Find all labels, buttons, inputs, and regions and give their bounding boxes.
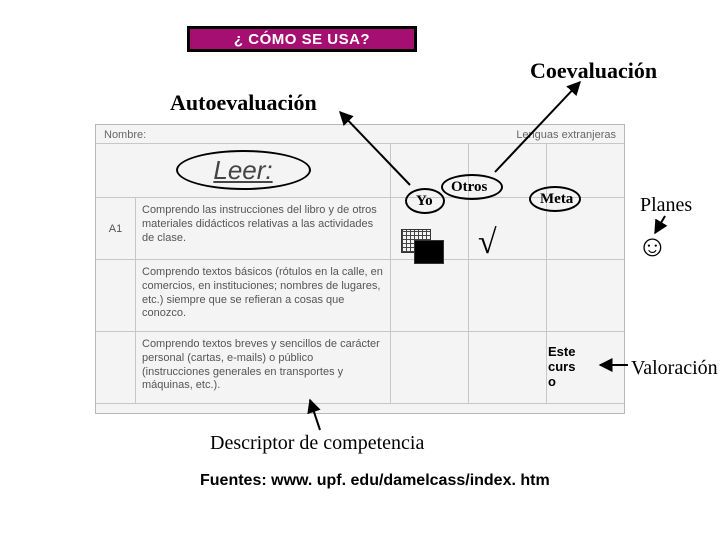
grid-icon	[401, 229, 443, 262]
fuentes-text: Fuentes: www. upf. edu/damelcass/index. …	[200, 472, 550, 490]
este-curso-text: Este curs o	[548, 345, 575, 390]
sheet-nombre: Nombre:	[104, 129, 516, 141]
table-row: Comprendo textos breves y sencillos de c…	[96, 332, 624, 404]
leer-oval	[176, 150, 311, 190]
smiley-icon: ☺	[637, 232, 668, 262]
title-box: ¿ CÓMO SE USA?	[187, 26, 417, 52]
evaluation-sheet: Nombre: Lenguas extranjeras Leer: A1 Com…	[95, 124, 625, 414]
row-text-2: Comprendo textos breves y sencillos de c…	[136, 332, 391, 403]
sheet-lenguas: Lenguas extranjeras	[516, 129, 616, 141]
label-autoevaluacion: Autoevaluación	[170, 90, 317, 116]
table-row: Comprendo textos básicos (rótulos en la …	[96, 260, 624, 332]
label-descriptor: Descriptor de competencia	[210, 432, 424, 455]
checkmark-icon: √	[478, 224, 497, 262]
oval-meta	[529, 186, 581, 212]
row-text-0: Comprendo las instrucciones del libro y …	[136, 198, 391, 259]
label-valoracion: Valoración	[631, 357, 718, 380]
sheet-header: Nombre: Lenguas extranjeras	[96, 125, 624, 144]
label-coevaluacion: Coevaluación	[530, 58, 657, 84]
label-planes: Planes	[640, 194, 692, 217]
oval-otros	[441, 174, 503, 200]
row-text-1: Comprendo textos básicos (rótulos en la …	[136, 260, 391, 331]
level-a1: A1	[96, 198, 136, 259]
oval-yo	[405, 188, 445, 214]
